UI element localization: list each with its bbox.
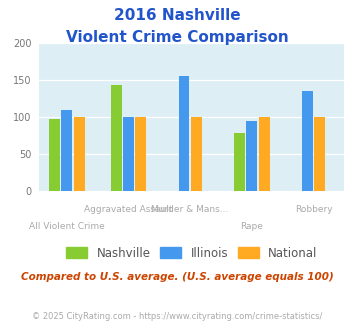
Bar bbox=[111, 85, 121, 191]
Bar bbox=[246, 121, 257, 191]
Bar bbox=[314, 117, 325, 191]
Text: Rape: Rape bbox=[240, 222, 263, 231]
Text: Aggravated Assault: Aggravated Assault bbox=[84, 205, 173, 214]
Bar bbox=[302, 91, 313, 191]
Bar bbox=[234, 133, 245, 191]
Text: Compared to U.S. average. (U.S. average equals 100): Compared to U.S. average. (U.S. average … bbox=[21, 272, 334, 282]
Bar bbox=[179, 76, 190, 191]
Bar bbox=[123, 117, 134, 191]
Bar bbox=[259, 117, 269, 191]
Bar bbox=[74, 117, 84, 191]
Bar bbox=[191, 117, 202, 191]
Bar bbox=[61, 110, 72, 191]
Text: 2016 Nashville: 2016 Nashville bbox=[114, 8, 241, 23]
Text: © 2025 CityRating.com - https://www.cityrating.com/crime-statistics/: © 2025 CityRating.com - https://www.city… bbox=[32, 312, 323, 321]
Bar bbox=[135, 117, 146, 191]
Bar bbox=[49, 118, 60, 191]
Text: Murder & Mans...: Murder & Mans... bbox=[152, 205, 229, 214]
Legend: Nashville, Illinois, National: Nashville, Illinois, National bbox=[61, 242, 322, 264]
Text: Violent Crime Comparison: Violent Crime Comparison bbox=[66, 30, 289, 45]
Text: All Violent Crime: All Violent Crime bbox=[29, 222, 105, 231]
Text: Robbery: Robbery bbox=[295, 205, 332, 214]
